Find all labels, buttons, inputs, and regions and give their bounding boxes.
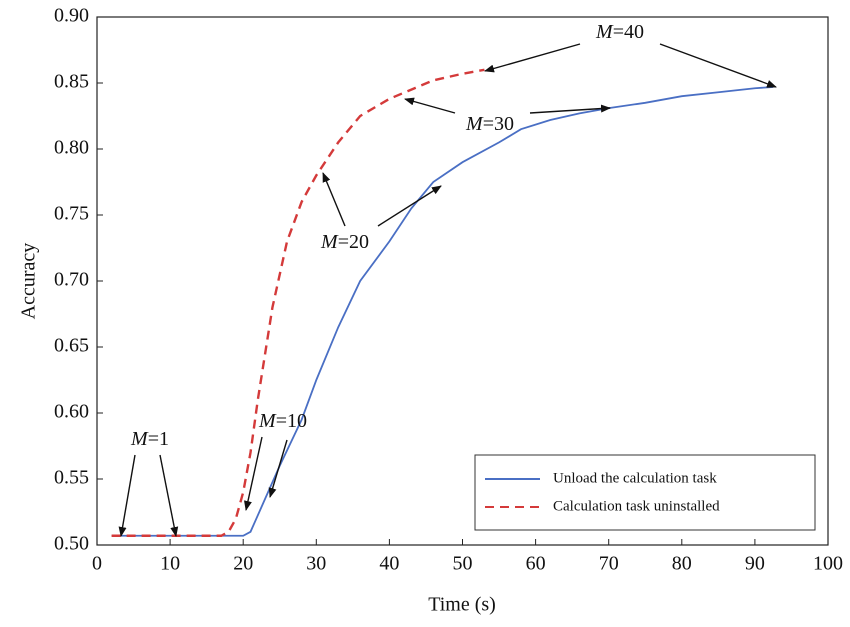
annotation-arrow: [118, 454, 136, 537]
x-tick-label: 10: [160, 553, 180, 575]
annotation-arrow: [159, 454, 179, 537]
data-line: [111, 86, 774, 537]
annotation-arrow: [484, 43, 581, 73]
annotation-arrow: [377, 185, 442, 227]
annotation-arrow: [268, 439, 288, 498]
x-tick-label: 30: [306, 553, 326, 575]
annotation-arrow: [529, 104, 611, 114]
y-tick-label: 0.85: [54, 71, 89, 93]
annotation-arrow: [322, 172, 346, 227]
y-tick-label: 0.80: [54, 137, 89, 159]
annotation-arrow: [659, 43, 777, 88]
y-tick-label: 0.75: [54, 203, 89, 225]
legend-box: [474, 454, 816, 531]
annotation: M=30: [465, 113, 514, 135]
x-tick-label: 40: [379, 553, 399, 575]
y-axis-label: Accuracy: [18, 243, 40, 320]
annotation: M=1: [130, 428, 169, 450]
y-tick-label: 0.60: [54, 401, 89, 423]
annotation: M=40: [595, 21, 644, 43]
y-tick-label: 0.70: [54, 269, 89, 291]
annotation: M=20: [320, 231, 369, 253]
x-tick-label: 60: [526, 553, 546, 575]
y-tick-label: 0.90: [54, 5, 89, 27]
x-tick-label: 80: [672, 553, 692, 575]
x-tick-label: 0: [92, 553, 102, 575]
x-axis-label: Time (s): [428, 594, 496, 616]
x-tick-label: 50: [453, 553, 473, 575]
data-line: [111, 68, 485, 537]
legend-label: Unload the calculation task: [553, 470, 717, 486]
x-tick-label: 100: [813, 553, 843, 575]
y-tick-label: 0.55: [54, 467, 89, 489]
y-tick-label: 0.65: [54, 335, 89, 357]
y-tick-label: 0.50: [54, 533, 89, 555]
x-tick-label: 70: [599, 553, 619, 575]
x-tick-label: 20: [233, 553, 253, 575]
annotation: M=10: [258, 410, 307, 432]
annotation-arrow: [244, 436, 263, 511]
annotation-arrow: [404, 97, 456, 114]
x-tick-label: 90: [745, 553, 765, 575]
legend-label: Calculation task uninstalled: [553, 498, 720, 514]
